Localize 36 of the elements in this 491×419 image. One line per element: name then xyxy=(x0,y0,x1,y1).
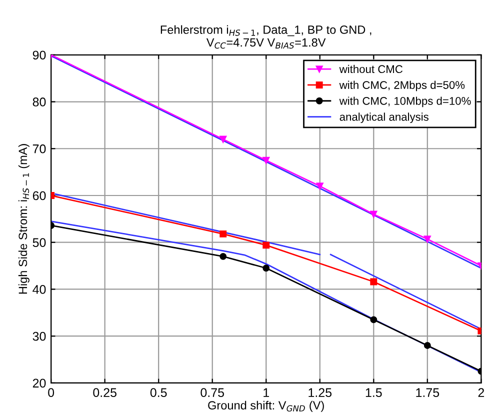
legend-label: without CMC xyxy=(339,64,403,74)
y-tick-label: 50 xyxy=(32,238,46,248)
x-tick-label: 1 xyxy=(264,388,269,397)
y-axis-title: High Side Strom: i$_{HS−1}$ (mA) xyxy=(18,144,30,294)
y-tick-label: 60 xyxy=(32,191,46,200)
x-tick-label: 0.25 xyxy=(93,388,116,398)
x-tick-label: 2 xyxy=(478,388,484,397)
x-tick-label: 0 xyxy=(48,388,54,398)
point xyxy=(370,278,378,286)
legend-label: with CMC, 2Mbps d=50% xyxy=(339,80,465,92)
chart-title: Fehlerstrom i$_{HS−1}$, Data_1, BP to GND , V$_{CC}$=4.75V V$_{BIAS}$=1.8V xyxy=(160,25,372,49)
point xyxy=(316,182,324,190)
legend-label: with CMC, 10Mbps d=10% xyxy=(339,96,471,108)
point xyxy=(262,264,270,272)
y-tick-label: 80 xyxy=(32,98,46,106)
point xyxy=(220,230,227,238)
y-tick-label: 90 xyxy=(32,50,46,60)
y-tick-label: 40 xyxy=(32,285,46,294)
x-tick-label: 0.75 xyxy=(200,388,224,398)
point xyxy=(220,252,227,260)
x-tick-label: 1.75 xyxy=(416,388,440,398)
y-tick-label: 30 xyxy=(32,332,46,341)
x-tick-label: 1.5 xyxy=(366,388,382,398)
point xyxy=(262,156,270,164)
y-tick-label: 20 xyxy=(32,378,46,388)
x-axis-title: Ground shift: V$_{GND}$ (V) xyxy=(208,400,324,412)
point xyxy=(262,242,270,249)
y-tick-label: 70 xyxy=(32,144,46,154)
point xyxy=(424,342,431,349)
legend-label: analytical analysis xyxy=(340,112,428,123)
point xyxy=(370,210,378,218)
point xyxy=(220,136,227,143)
point xyxy=(370,316,378,324)
x-tick-label: 1.25 xyxy=(308,388,332,398)
x-tick-label: 0.5 xyxy=(150,388,167,398)
point xyxy=(424,236,431,243)
